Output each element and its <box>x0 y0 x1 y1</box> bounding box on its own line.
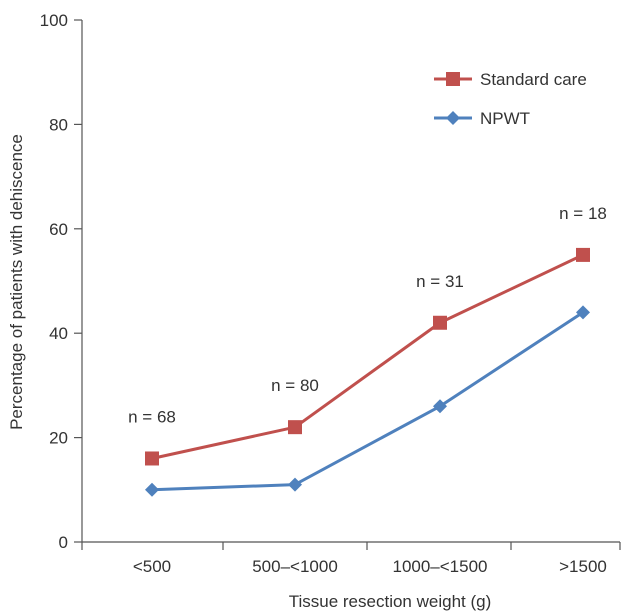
y-tick-label: 20 <box>49 429 68 448</box>
data-point-diamond <box>576 305 590 320</box>
data-point-square <box>433 315 447 330</box>
legend-label: Standard care <box>480 70 587 89</box>
x-ticks: <500 500–<1000 1000–<1500 >1500 <box>81 542 621 576</box>
legend-marker-square <box>446 72 460 86</box>
x-tick-label: 1000–<1500 <box>392 557 487 576</box>
x-tick-label: >1500 <box>559 557 607 576</box>
data-point-diamond <box>145 482 159 497</box>
y-ticks: 0 20 40 60 80 100 <box>40 11 82 552</box>
data-point-square <box>576 247 590 262</box>
y-tick-label: 40 <box>49 324 68 343</box>
y-tick-label: 60 <box>49 220 68 239</box>
y-tick-label: 100 <box>40 11 68 30</box>
legend: Standard care NPWT <box>434 70 587 128</box>
legend-marker-diamond <box>446 111 460 125</box>
x-axis-title: Tissue resection weight (g) <box>289 592 492 611</box>
series-line <box>151 311 584 492</box>
y-tick-label: 0 <box>59 533 68 552</box>
data-point-square <box>288 420 302 435</box>
n-annotation: n = 68 <box>128 407 176 426</box>
y-axis-title: Percentage of patients with dehiscence <box>7 134 26 430</box>
series-line <box>151 253 584 460</box>
x-tick-label: 500–<1000 <box>252 557 338 576</box>
n-annotation: n = 18 <box>559 204 607 223</box>
n-annotation: n = 31 <box>416 272 464 291</box>
axes <box>81 20 620 543</box>
n-annotation: n = 80 <box>271 376 319 395</box>
annotations: n = 68 n = 80 n = 31 n = 18 <box>128 204 607 427</box>
data-point-diamond <box>288 477 302 492</box>
series-group <box>145 247 590 497</box>
x-tick-label: <500 <box>133 557 171 576</box>
data-point-diamond <box>433 399 447 414</box>
data-point-square <box>145 451 159 466</box>
y-tick-label: 80 <box>49 115 68 134</box>
legend-label: NPWT <box>480 109 530 128</box>
